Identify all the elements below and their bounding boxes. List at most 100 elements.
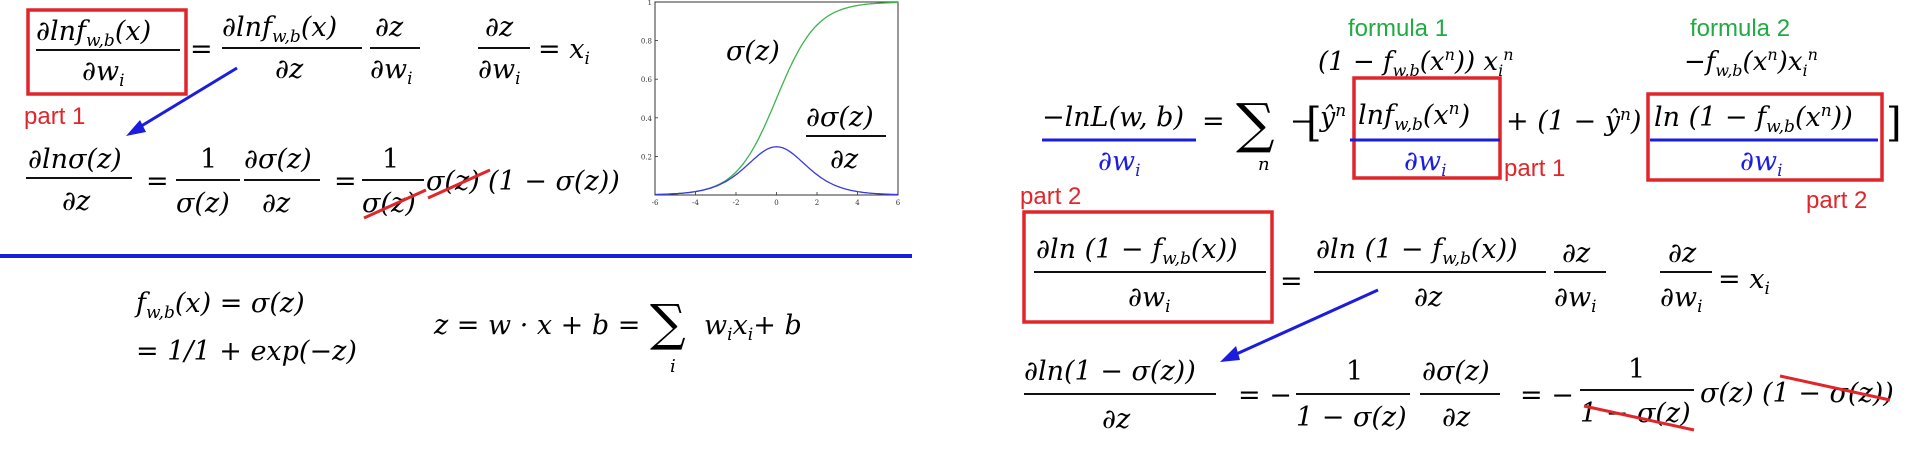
- eq-r2-lhs-sub: w,b: [1162, 249, 1191, 269]
- eq-r3-f1-den: 1 − σ(z): [1296, 402, 1407, 433]
- strike-mark: [427, 168, 491, 200]
- eq-r2-r2-num: ∂z: [1562, 238, 1591, 269]
- eq4-line2: = 1/1 + exp(−z): [136, 336, 357, 367]
- part1-label-left: part 1: [24, 103, 85, 130]
- right-main-eq: −lnL(w, b) ∂wi = ∑ n − [ ŷn lnfw,b(xn) ∂…: [1042, 76, 1902, 182]
- svg-text:= xi: = xi: [1718, 264, 1770, 299]
- right-eq3: ∂ln(1 − σ(z)) ∂z = − 1 1 − σ(z) ∂σ(z) ∂z…: [1024, 354, 1894, 435]
- eq-r2-lhs-den-sub: i: [1165, 297, 1170, 317]
- eq-r2-r3-den: ∂w: [1660, 282, 1697, 313]
- eq-r2-rhs-den: ∂z: [1414, 282, 1443, 313]
- main-lhs-num: −lnL(w, b): [1042, 102, 1184, 133]
- chart-label-sigma: σ(z): [726, 36, 780, 67]
- eq1-rhs1-den: ∂z: [275, 54, 304, 85]
- svg-text:∂ln (1 − fw,b(x)): ∂ln (1 − fw,b(x)): [1316, 234, 1518, 269]
- eq5-rhs: w: [704, 310, 727, 341]
- main-t2-num: ln (1 − f: [1654, 102, 1770, 133]
- eq-r2-r2-den: ∂w: [1554, 282, 1591, 313]
- svg-text:∂wi: ∂wi: [1128, 282, 1171, 317]
- f1-sub: w,b: [1393, 61, 1420, 80]
- main-t2-sub: w,b: [1766, 117, 1795, 137]
- svg-text:+ (1 − ŷn): + (1 − ŷn): [1506, 105, 1641, 137]
- y-tick-label: 0.2: [641, 153, 652, 161]
- f1-sup2: n: [1503, 45, 1513, 64]
- eq-r2-r3-den-sub: i: [1697, 297, 1702, 317]
- left-eq1: ∂lnfw,b(x) ∂wi = ∂lnfw,b(x) ∂z ∂z ∂wi: [26, 8, 420, 96]
- svg-text:−fw,b(xn)xin: −fw,b(xn)xin: [1684, 45, 1818, 80]
- strike-mark: [1779, 374, 1891, 402]
- main-lhs-den-sub: i: [1135, 161, 1140, 181]
- arrow-left: [126, 66, 238, 136]
- svg-text:ŷn: ŷn: [1319, 101, 1346, 133]
- main-t1-num: lnf: [1358, 100, 1398, 131]
- eq1-rhs1-sub: w,b: [272, 27, 301, 47]
- eq1-lhs-num: ∂lnf: [36, 16, 90, 47]
- eq3-eq2: =: [334, 166, 357, 197]
- chart-label-deriv-num: ∂σ(z): [806, 102, 874, 133]
- eq-r3-f1-num: 1: [1346, 356, 1363, 387]
- eq3-f2-den: ∂z: [262, 188, 291, 219]
- eq2-rhs: = x: [538, 34, 584, 65]
- eq-r3-f2-den: ∂z: [1442, 402, 1471, 433]
- eq1-rhs2-num: ∂z: [375, 12, 404, 43]
- main-plus: + (1 − ŷ: [1506, 106, 1621, 137]
- svg-text:∂wi: ∂wi: [1554, 282, 1597, 317]
- svg-text:∂wi: ∂wi: [478, 54, 521, 89]
- svg-text:∂wi: ∂wi: [1404, 146, 1447, 181]
- eq3-lhs-num: ∂lnσ(z): [28, 144, 122, 175]
- y-tick-label: 1: [648, 0, 652, 7]
- main-equals: =: [1202, 106, 1225, 137]
- main-bracket-open: [: [1306, 100, 1322, 146]
- eq-r3-f3-num: 1: [1628, 354, 1645, 385]
- part2-box-right: [1646, 92, 1884, 182]
- svg-text:(1 − fw,b(xn)) xin: (1 − fw,b(xn)) xin: [1318, 45, 1514, 80]
- part2-label-right-top: part 2: [1806, 187, 1867, 214]
- eq4-line1-rest: (x) = σ(z): [175, 288, 305, 319]
- eq-r2-lhs-den: ∂w: [1128, 282, 1165, 313]
- main-sum-sub: n: [1258, 154, 1270, 175]
- eq1-rhs2-den-sub: i: [407, 69, 412, 89]
- eq3-tail: σ(z): [426, 166, 480, 197]
- svg-text:ln (1 − fw,b(xn)): ln (1 − fw,b(xn)): [1654, 101, 1853, 137]
- left-eq3: ∂lnσ(z) ∂z = 1 σ(z) ∂σ(z) ∂z = 1 σ(z) σ(…: [26, 144, 620, 220]
- eq1-equals: =: [190, 34, 213, 65]
- formula2-label: formula 2: [1690, 15, 1790, 42]
- svg-text:fw,b(x) = σ(z): fw,b(x) = σ(z): [134, 288, 305, 323]
- f2-b: (x: [1743, 47, 1768, 77]
- eq5-sum: ∑: [650, 294, 686, 352]
- eq-r2-rhs-num: ∂ln (1 − f: [1316, 234, 1446, 265]
- eq3-f1-den: σ(z): [176, 188, 230, 219]
- y-tick-label: 0.4: [641, 115, 653, 123]
- part1-label-right: part 1: [1504, 155, 1565, 182]
- eq5-lhs: z = w · x + b =: [433, 310, 640, 341]
- eq-r3-eq2: = −: [1520, 380, 1574, 411]
- formula1-label: formula 1: [1348, 15, 1448, 42]
- strike-mark: [363, 188, 427, 220]
- f2-a: −f: [1684, 47, 1720, 77]
- eq-r3-tail2: (1 − σ(z)): [1762, 378, 1894, 409]
- f2-sub2: i: [1802, 61, 1807, 80]
- eq-r2-r3-num: ∂z: [1668, 238, 1697, 269]
- main-t2-den: ∂w: [1740, 146, 1777, 177]
- y-tick-label: 0.6: [641, 76, 653, 84]
- part2-label-right: part 2: [1020, 183, 1081, 210]
- main-sum: ∑: [1236, 92, 1275, 155]
- main-plus-close: ): [1630, 106, 1642, 137]
- eq5-rhs-end: + b: [753, 310, 802, 341]
- x-tick-label: 0: [774, 199, 778, 207]
- svg-text:∂wi: ∂wi: [1098, 146, 1141, 181]
- svg-text:∂ln (1 − fw,b(x)): ∂ln (1 − fw,b(x)): [1036, 234, 1238, 269]
- eq1-rhs1-num: ∂lnf: [222, 12, 276, 43]
- svg-text:∂wi: ∂wi: [1740, 146, 1783, 181]
- eq-r2-r3-rhs: = x: [1718, 264, 1764, 295]
- arrow-right: [1220, 288, 1379, 362]
- part2-box-left: [1022, 210, 1274, 324]
- x-tick-label: 2: [815, 199, 819, 207]
- eq-r3-lhs-num: ∂ln(1 − σ(z)): [1024, 356, 1196, 387]
- series-line-0: [655, 1, 898, 196]
- eq1-lhs-sub: w,b: [86, 31, 115, 51]
- svg-text:= xi: = xi: [538, 34, 590, 69]
- main-t2-close: )): [1831, 102, 1853, 133]
- eq1-lhs-arg: (x): [115, 16, 151, 47]
